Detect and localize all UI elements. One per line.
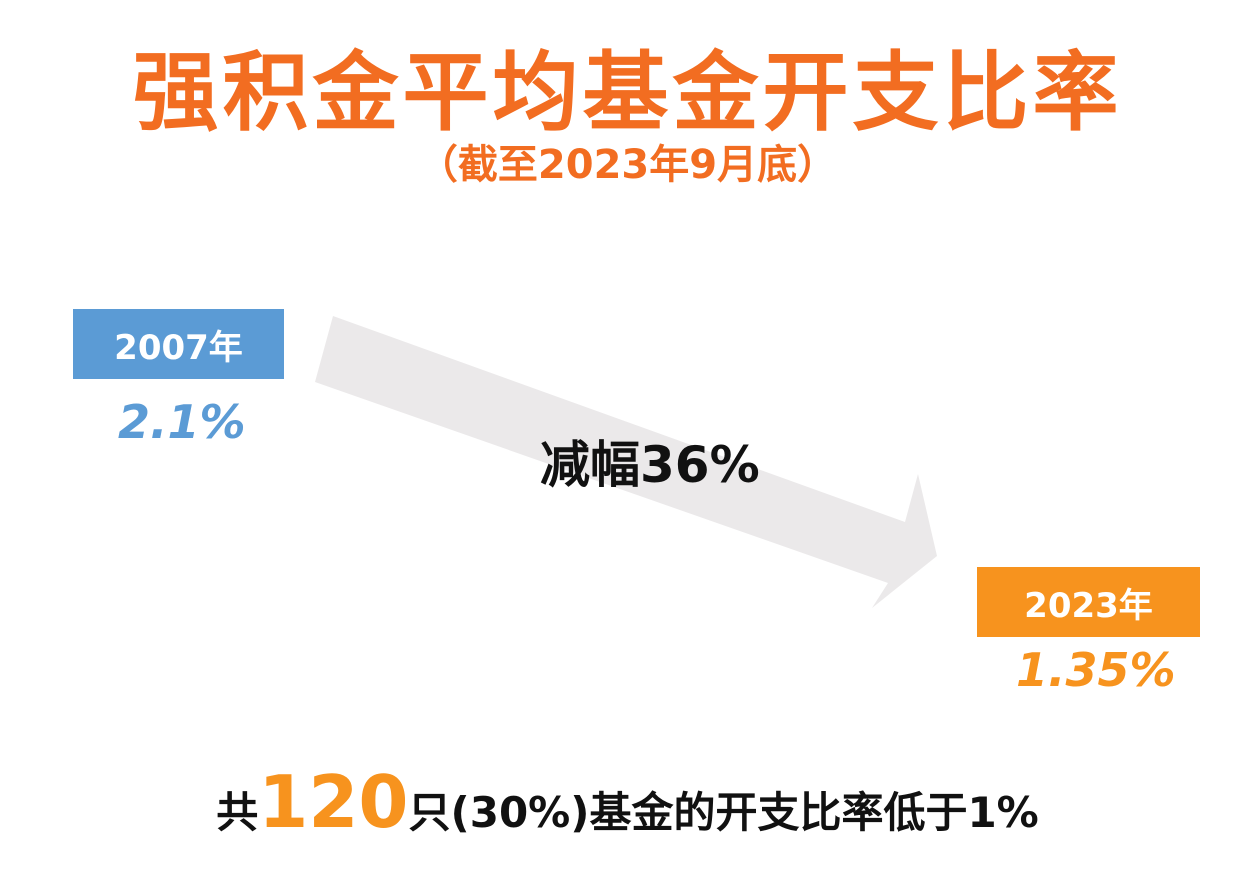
end-year: 2023年 <box>977 567 1200 637</box>
footer-count: 120 <box>258 760 409 844</box>
footer: 共120只(30%)基金的开支比率低于1% <box>0 760 1255 844</box>
start-value: 2.1% <box>118 395 246 449</box>
footer-prefix: 共 <box>216 788 259 837</box>
change-label: 减幅36% <box>540 436 760 494</box>
subtitle: （截至2023年9月底） <box>417 142 838 188</box>
footer-suffix: 只(30%)基金的开支比率低于1% <box>408 788 1039 837</box>
title: 强积金平均基金开支比率 <box>132 43 1123 143</box>
end-value: 1.35% <box>1016 643 1176 697</box>
start-year: 2007年 <box>73 309 284 379</box>
arrow-shape <box>315 316 937 608</box>
